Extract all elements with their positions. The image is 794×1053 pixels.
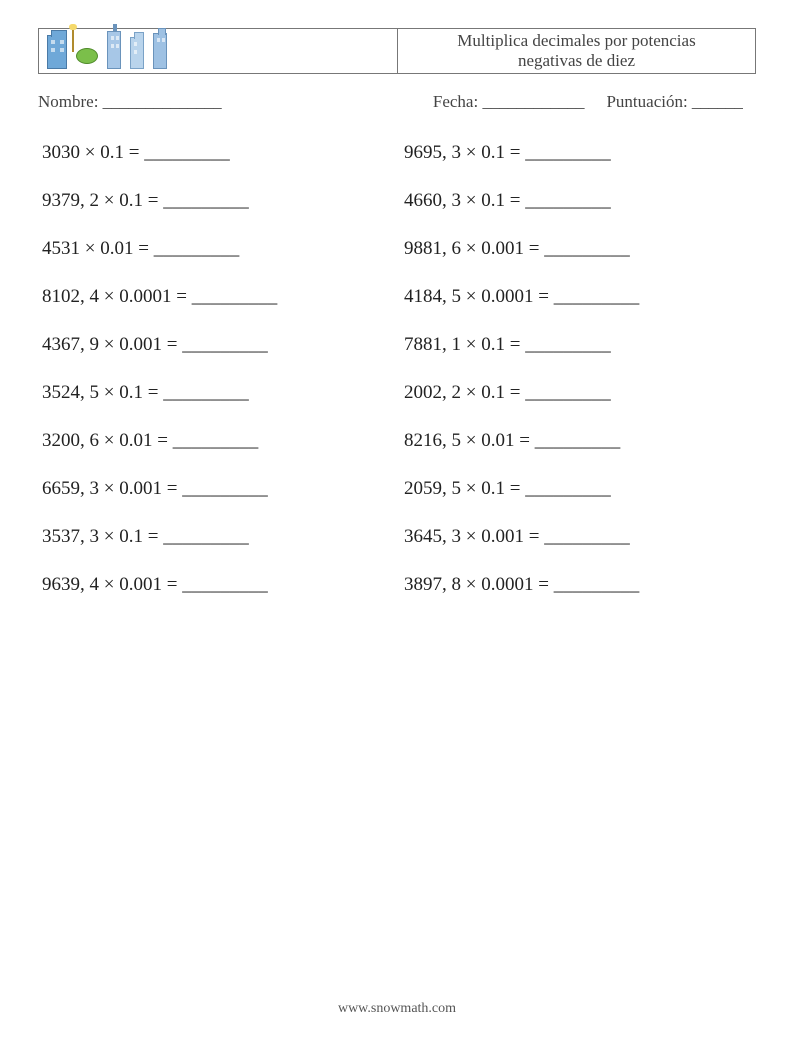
problem-text: 9379, 2 × 0.1 =	[42, 190, 163, 211]
problem-text: 2002, 2 × 0.1 =	[404, 382, 525, 403]
problem-text: 7881, 1 × 0.1 =	[404, 334, 525, 355]
worksheet-page: Multiplica decimales por potencias negat…	[0, 0, 794, 596]
answer-blank: _________	[525, 190, 611, 211]
footer-url: www.snowmath.com	[0, 1001, 794, 1017]
skyline-icon	[47, 31, 167, 71]
answer-blank: _________	[554, 286, 640, 307]
answer-blank: _________	[144, 142, 230, 163]
answer-blank: _________	[182, 478, 268, 499]
problem-cell: 8102, 4 × 0.0001 = _________	[42, 286, 394, 308]
problem-cell: 8216, 5 × 0.01 = _________	[404, 430, 756, 452]
title-line-2: negativas de diez	[518, 51, 635, 70]
problem-cell: 2059, 5 × 0.1 = _________	[404, 478, 756, 500]
problem-text: 3200, 6 × 0.01 =	[42, 430, 173, 451]
problem-text: 6659, 3 × 0.001 =	[42, 478, 182, 499]
problem-text: 8216, 5 × 0.01 =	[404, 430, 535, 451]
problem-text: 8102, 4 × 0.0001 =	[42, 286, 192, 307]
problem-text: 9695, 3 × 0.1 =	[404, 142, 525, 163]
answer-blank: _________	[154, 238, 240, 259]
problem-text: 9881, 6 × 0.001 =	[404, 238, 544, 259]
problem-cell: 4531 × 0.01 = _________	[42, 238, 394, 260]
problem-cell: 4367, 9 × 0.001 = _________	[42, 334, 394, 356]
answer-blank: _________	[163, 526, 249, 547]
answer-blank: _________	[163, 382, 249, 403]
answer-blank: _________	[182, 334, 268, 355]
title-line-1: Multiplica decimales por potencias	[457, 31, 695, 50]
answer-blank: _________	[163, 190, 249, 211]
building-icon	[47, 35, 67, 69]
problem-cell: 4660, 3 × 0.1 = _________	[404, 190, 756, 212]
name-field: Nombre: ______________	[38, 92, 433, 112]
problem-cell: 9639, 4 × 0.001 = _________	[42, 574, 394, 596]
problem-cell: 2002, 2 × 0.1 = _________	[404, 382, 756, 404]
problems-grid: 3030 × 0.1 = _________ 9695, 3 × 0.1 = _…	[38, 142, 756, 596]
answer-blank: _________	[525, 334, 611, 355]
problem-text: 4531 × 0.01 =	[42, 238, 154, 259]
problem-text: 9639, 4 × 0.001 =	[42, 574, 182, 595]
problem-text: 2059, 5 × 0.1 =	[404, 478, 525, 499]
header-skyline	[39, 29, 397, 73]
problem-text: 3537, 3 × 0.1 =	[42, 526, 163, 547]
answer-blank: _________	[525, 478, 611, 499]
header-row: Multiplica decimales por potencias negat…	[38, 28, 756, 74]
answer-blank: _________	[525, 142, 611, 163]
tower-icon	[107, 31, 121, 69]
problem-cell: 7881, 1 × 0.1 = _________	[404, 334, 756, 356]
problem-cell: 3030 × 0.1 = _________	[42, 142, 394, 164]
answer-blank: _________	[182, 574, 268, 595]
problem-cell: 9881, 6 × 0.001 = _________	[404, 238, 756, 260]
problem-text: 3030 × 0.1 =	[42, 142, 144, 163]
date-field: Fecha: ____________	[433, 92, 585, 112]
score-field: Puntuación: ______	[606, 92, 742, 112]
worksheet-title: Multiplica decimales por potencias negat…	[397, 29, 755, 73]
problem-text: 3897, 8 × 0.0001 =	[404, 574, 554, 595]
problem-cell: 3537, 3 × 0.1 = _________	[42, 526, 394, 548]
answer-blank: _________	[544, 238, 630, 259]
problem-cell: 3645, 3 × 0.001 = _________	[404, 526, 756, 548]
building-icon	[130, 37, 144, 69]
problem-cell: 3897, 8 × 0.0001 = _________	[404, 574, 756, 596]
problem-cell: 6659, 3 × 0.001 = _________	[42, 478, 394, 500]
bush-lamp-icon	[76, 48, 98, 69]
problem-cell: 9695, 3 × 0.1 = _________	[404, 142, 756, 164]
answer-blank: _________	[173, 430, 259, 451]
problem-cell: 3524, 5 × 0.1 = _________	[42, 382, 394, 404]
problem-cell: 9379, 2 × 0.1 = _________	[42, 190, 394, 212]
problem-text: 4367, 9 × 0.001 =	[42, 334, 182, 355]
problem-cell: 4184, 5 × 0.0001 = _________	[404, 286, 756, 308]
answer-blank: _________	[192, 286, 278, 307]
problem-text: 3645, 3 × 0.001 =	[404, 526, 544, 547]
answer-blank: _________	[525, 382, 611, 403]
problem-text: 4660, 3 × 0.1 =	[404, 190, 525, 211]
meta-row: Nombre: ______________ Fecha: __________…	[38, 92, 756, 112]
answer-blank: _________	[535, 430, 621, 451]
answer-blank: _________	[554, 574, 640, 595]
problem-text: 3524, 5 × 0.1 =	[42, 382, 163, 403]
problem-text: 4184, 5 × 0.0001 =	[404, 286, 554, 307]
building-icon	[153, 33, 167, 69]
problem-cell: 3200, 6 × 0.01 = _________	[42, 430, 394, 452]
answer-blank: _________	[544, 526, 630, 547]
